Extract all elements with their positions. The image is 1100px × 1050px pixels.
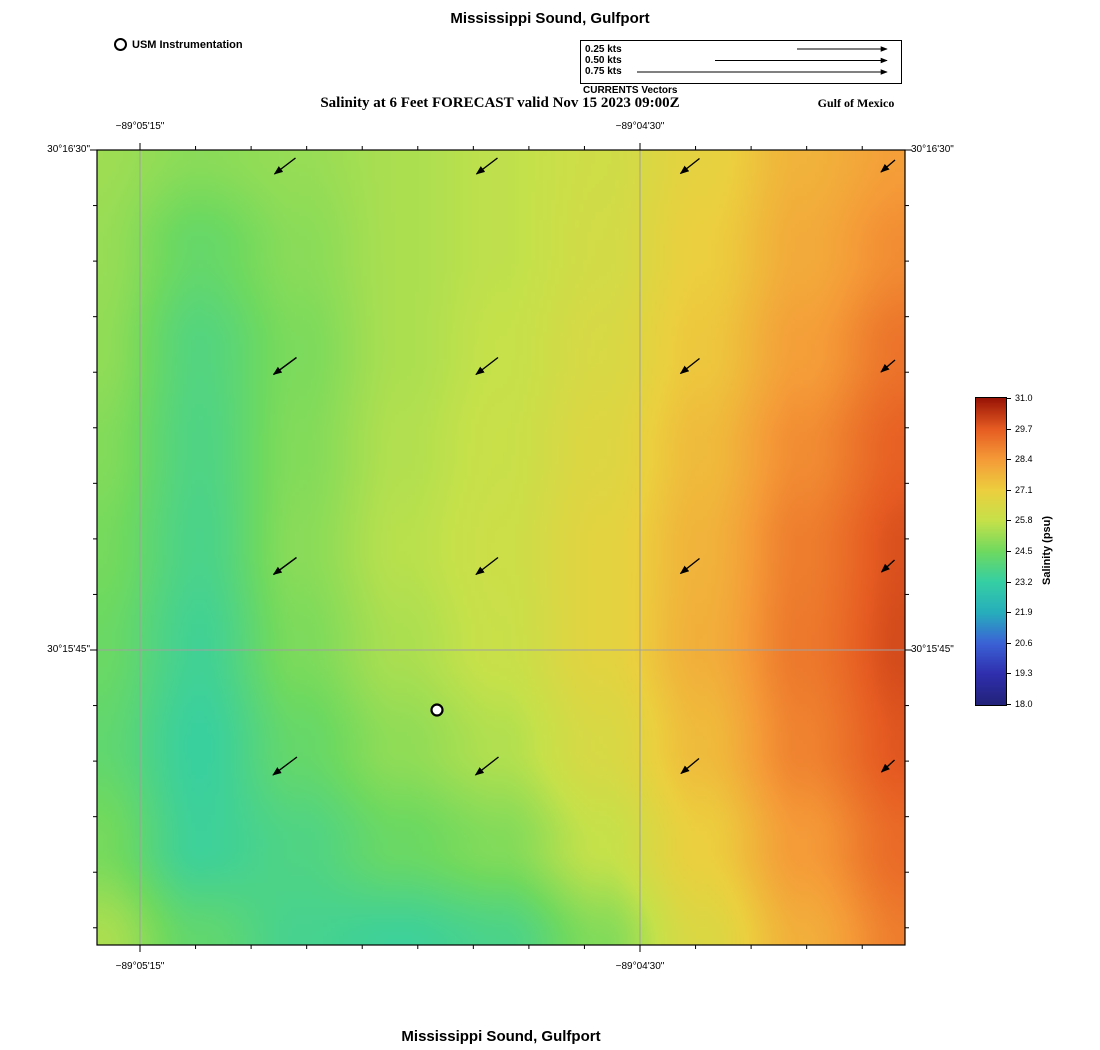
instrumentation-legend-label: USM Instrumentation [132,38,243,51]
colorbar-tickmark [1006,520,1011,522]
currents-legend-label-075: 0.75 kts [585,66,622,77]
current-vector-arrows [272,157,896,776]
colorbar-tick-label: 28.4 [1015,454,1033,465]
page-title: Mississippi Sound, Gulfport [450,10,650,27]
station-marker [430,703,444,717]
station-marker-icon [114,38,127,51]
current-vector [880,359,896,373]
current-vector [880,759,895,773]
lon-label-bottom-east: −89°04'30" [615,961,665,972]
current-vector [680,757,700,775]
lat-label-left-north: 30°16'30" [47,144,90,155]
currents-legend-caption: CURRENTS Vectors [583,85,678,96]
current-vector [679,357,700,375]
colorbar-tick-label: 27.1 [1015,484,1033,495]
map-overlay [90,143,912,952]
current-vector [679,157,700,175]
current-vector [475,556,499,576]
current-vector [679,557,700,575]
currents-legend-box: 0.25 kts 0.50 kts 0.75 kts [580,40,902,84]
axis-ticks [90,143,912,952]
currents-legend-arrows [637,46,888,75]
colorbar-tickmark [1006,581,1011,583]
colorbar [975,397,1007,706]
current-vector [880,559,895,573]
colorbar-tickmark [1006,489,1011,491]
colorbar-tick-label: 20.6 [1015,637,1033,648]
current-vector [475,356,499,376]
colorbar-tick-label: 21.9 [1015,607,1033,618]
lat-label-right-south: 30°15'45" [911,644,954,655]
colorbar-ticks: 31.0 29.7 28.4 27.1 25.8 24.5 23.2 21.9 20.6 19.3… [1006,393,1050,709]
colorbar-tickmark [1006,673,1011,675]
salinity-heatmap-canvas [97,150,905,945]
current-vector [474,756,499,776]
graticule-lines [97,150,905,945]
colorbar-tick-label: 31.0 [1015,393,1033,403]
currents-legend-label-050: 0.50 kts [585,55,622,66]
current-vector [272,356,297,376]
lon-label-bottom-west: −89°05'15" [115,961,165,972]
footer-title: Mississippi Sound, Gulfport [401,1028,601,1045]
gulf-of-mexico-label: Gulf of Mexico [817,96,895,110]
colorbar-tick-label: 18.0 [1015,699,1033,709]
colorbar-tickmark [1006,612,1011,614]
current-vector [272,756,298,776]
colorbar-tick-label: 24.5 [1015,546,1033,556]
current-vector [880,159,896,173]
colorbar-title: Salinity (psu) [1041,515,1053,586]
forecast-subtitle: Salinity at 6 Feet FORECAST valid Nov 15… [320,95,680,111]
colorbar-tick-label: 19.3 [1015,668,1033,679]
current-vector [272,556,297,576]
colorbar-gradient-canvas [976,398,1006,705]
colorbar-tick-label: 23.2 [1015,576,1033,587]
colorbar-tickmark [1006,704,1011,705]
current-vector [273,157,296,175]
colorbar-tick-label: 29.7 [1015,423,1033,434]
lat-label-left-south: 30°15'45" [47,644,90,655]
currents-legend-label-025: 0.25 kts [585,44,622,55]
salinity-map [90,143,912,952]
lon-label-top-east: −89°04'30" [615,121,665,132]
instrumentation-legend: USM Instrumentation [114,38,243,51]
colorbar-tickmark [1006,551,1011,552]
lon-label-top-west: −89°05'15" [115,121,165,132]
lat-label-right-north: 30°16'30" [911,144,954,155]
map-border [96,149,906,946]
colorbar-tickmark [1006,459,1011,461]
colorbar-tick-label: 25.8 [1015,515,1033,526]
colorbar-tickmark [1006,428,1011,430]
current-vector [475,157,498,175]
colorbar-tickmark [1006,642,1011,644]
colorbar-tickmark [1006,398,1011,399]
